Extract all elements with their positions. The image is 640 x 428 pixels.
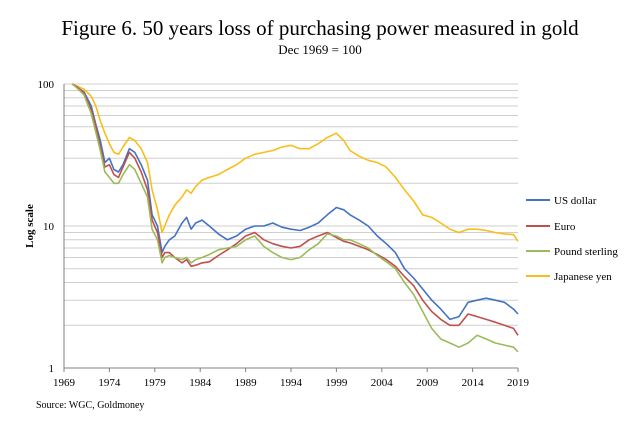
- series-line-euro: [71, 83, 519, 336]
- legend-label: Euro: [554, 221, 576, 233]
- legend: US dollar Euro Pound sterling Japanese yen: [526, 195, 618, 283]
- x-tick-label: 1994: [280, 377, 303, 389]
- legend-label: Japanese yen: [554, 271, 612, 283]
- y-tick-label: 1: [49, 363, 55, 375]
- x-tick-label: 1979: [144, 377, 167, 389]
- x-tick-label: 2014: [462, 377, 485, 389]
- y-tick-label: 100: [38, 79, 55, 91]
- x-tick-label: 2004: [371, 377, 394, 389]
- chart-subtitle: Dec 1969 = 100: [278, 42, 362, 57]
- source-note: Source: WGC, Goldmoney: [36, 400, 145, 411]
- x-tick-label: 1974: [98, 377, 121, 389]
- y-tick-label: 10: [43, 221, 55, 233]
- x-tick-label: 1969: [53, 377, 76, 389]
- x-tick-label: 2009: [416, 377, 439, 389]
- x-tick-label: 1999: [325, 377, 348, 389]
- series-line-us-dollar: [71, 83, 519, 321]
- axes: [63, 84, 519, 372]
- x-tick-label: 2019: [507, 377, 530, 389]
- chart-title: Figure 6. 50 years loss of purchasing po…: [61, 16, 579, 40]
- series-line-pound-sterling: [71, 83, 519, 353]
- series-line-japanese-yen: [71, 83, 519, 242]
- x-tick-label: 1989: [235, 377, 258, 389]
- x-tick-label: 1984: [189, 377, 212, 389]
- legend-label: US dollar: [554, 195, 597, 207]
- series-lines: [71, 83, 519, 353]
- tick-labels: 1 10 100 1969 1974 1979 1984 1989 1994 1999 2004 20…: [38, 79, 530, 389]
- legend-label: Pound sterling: [554, 246, 618, 258]
- y-axis-label: Log scale: [24, 204, 36, 248]
